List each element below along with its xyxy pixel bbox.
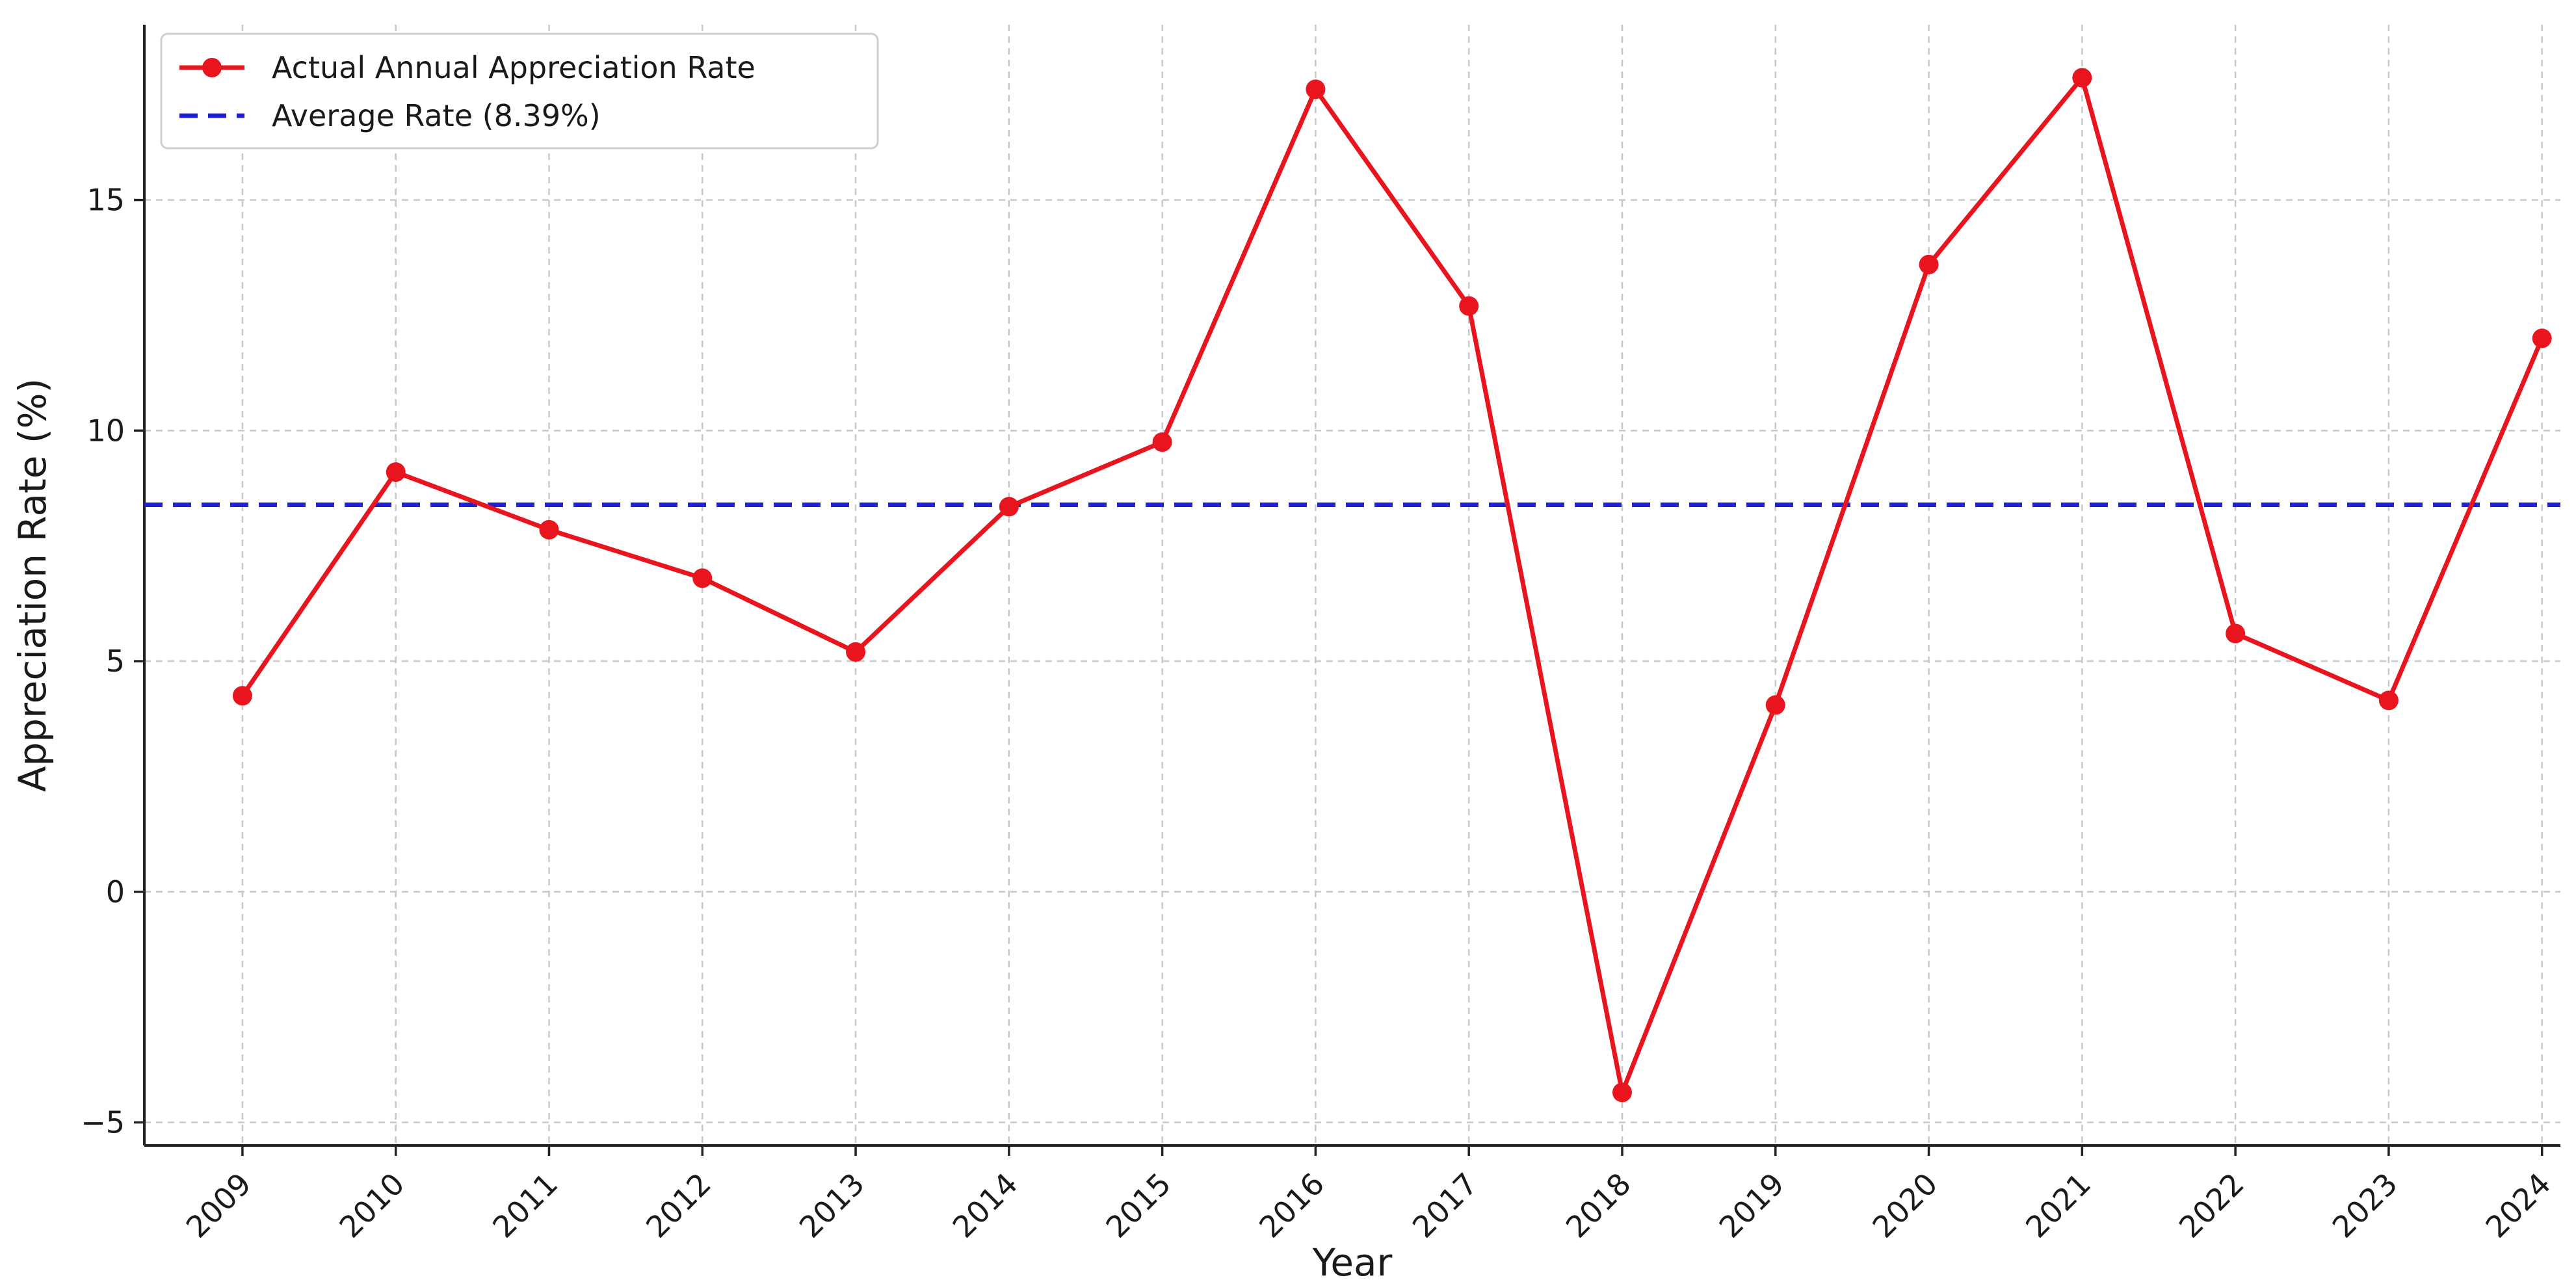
data-point (1765, 695, 1785, 715)
grid (144, 25, 2560, 1145)
x-tick-label: 2024 (2479, 1166, 2558, 1245)
x-tick-label: 2009 (179, 1166, 258, 1245)
data-point (539, 519, 559, 540)
x-tick-label: 2021 (2019, 1166, 2097, 1245)
x-tick-label: 2010 (332, 1166, 411, 1245)
y-tick-label: 0 (106, 874, 125, 909)
x-tick-label: 2020 (1865, 1166, 1944, 1245)
data-point (1459, 296, 1479, 316)
legend-marker-actual-rate (202, 58, 222, 77)
x-tick-label: 2023 (2326, 1166, 2404, 1245)
y-tick-label: −5 (81, 1105, 125, 1140)
axes (143, 25, 2560, 1147)
data-point (1152, 432, 1172, 452)
series-line-actual-rate (241, 75, 2544, 1095)
legend: Actual Annual Appreciation Rate Average … (160, 33, 879, 150)
data-point (2226, 623, 2246, 644)
data-point (232, 686, 252, 706)
legend-label-actual-rate: Actual Annual Appreciation Rate (272, 50, 756, 85)
x-tick-label: 2019 (1713, 1166, 1791, 1245)
x-tick-label: 2012 (639, 1166, 718, 1245)
y-tick-label: 15 (86, 183, 125, 218)
data-point (386, 462, 406, 482)
x-tick-label: 2018 (1559, 1166, 1638, 1245)
data-point (1306, 79, 1326, 99)
data-point (999, 497, 1019, 517)
data-point (2378, 690, 2399, 711)
x-tick-label: 2017 (1406, 1166, 1484, 1245)
data-point (1919, 254, 1939, 274)
x-ticks: 2009 2010 2011 2012 2013 2014 2015 2016 2017 2018… (179, 1145, 2558, 1245)
x-tick-label: 2015 (1099, 1166, 1177, 1245)
x-tick-label: 2016 (1252, 1166, 1331, 1245)
data-point (2532, 328, 2552, 348)
y-tick-label: 10 (86, 413, 125, 448)
x-tick-label: 2011 (486, 1166, 564, 1245)
legend-label-average-rate: Average Rate (8.39%) (272, 98, 601, 133)
data-point (692, 568, 713, 588)
data-point (2072, 68, 2092, 88)
y-tick-label: 5 (106, 644, 125, 679)
x-axis-title: Year (1312, 1240, 1393, 1282)
legend-box (160, 33, 879, 150)
data-point (1612, 1082, 1632, 1103)
x-tick-label: 2022 (2172, 1166, 2251, 1245)
series-layer (232, 68, 2552, 1103)
y-ticks: −5 0 5 10 15 (81, 183, 144, 1140)
x-tick-label: 2013 (793, 1166, 871, 1245)
data-point (846, 642, 866, 662)
y-axis-title: Appreciation Rate (%) (10, 378, 55, 792)
x-tick-label: 2014 (946, 1166, 1025, 1245)
